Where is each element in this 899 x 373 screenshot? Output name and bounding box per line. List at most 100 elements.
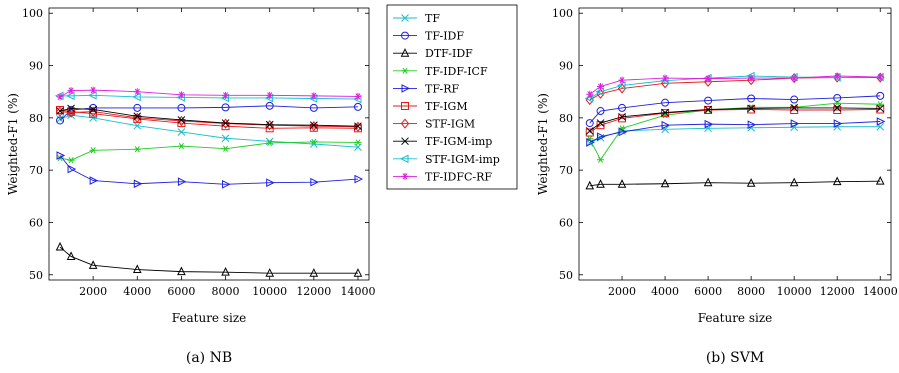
- data-point: [221, 119, 230, 127]
- data-point: [833, 72, 841, 80]
- series-tf-igm-imp: [56, 104, 362, 131]
- data-point: [177, 91, 185, 99]
- x-tick-label: 8000: [212, 285, 240, 298]
- data-point: [747, 94, 756, 103]
- data-point: [585, 94, 594, 106]
- data-point: [790, 95, 799, 104]
- panel-svm: 2000 4000 6000 8000 10000 12000 14000 50 60 70 80 9…: [536, 7, 898, 366]
- series-stf-igm: [55, 106, 363, 132]
- data-point: [222, 91, 230, 99]
- legend-label: DTF-IDF: [425, 47, 473, 60]
- legend-label: TF-IGM-imp: [425, 135, 492, 148]
- data-point: [354, 174, 364, 184]
- data-point: [89, 113, 97, 122]
- data-point: [133, 88, 141, 96]
- data-point: [597, 82, 605, 90]
- data-point: [747, 105, 756, 114]
- data-point: [703, 76, 713, 87]
- data-point: [132, 264, 142, 274]
- data-point: [585, 127, 594, 135]
- data-point: [67, 87, 75, 95]
- y-tick-label: 70: [559, 164, 573, 177]
- data-point: [703, 177, 713, 187]
- data-point: [222, 145, 230, 152]
- legend-marker: [401, 84, 411, 93]
- data-point: [617, 179, 627, 188]
- legend-marker: [401, 14, 409, 22]
- data-point: [704, 105, 712, 114]
- data-point: [353, 121, 363, 132]
- data-point: [177, 177, 187, 186]
- data-point: [221, 267, 230, 276]
- y-tick-label: 80: [29, 112, 43, 125]
- data-point: [56, 115, 64, 123]
- series-tf: [585, 122, 885, 147]
- data-point: [177, 142, 185, 150]
- data-point: [704, 119, 714, 129]
- data-point: [585, 180, 595, 190]
- data-point: [833, 104, 842, 112]
- data-point: [55, 241, 65, 251]
- data-point: [221, 103, 230, 112]
- x-tick-label: 12000: [820, 285, 855, 298]
- legend-label: TF-IDF-ICF: [425, 65, 488, 78]
- data-point: [597, 156, 605, 163]
- series-tf-idf: [585, 91, 885, 128]
- x-axis-label: Feature size: [172, 311, 247, 325]
- data-point: [618, 76, 626, 84]
- data-point: [790, 119, 800, 128]
- series-tf-rf: [586, 117, 886, 147]
- data-point: [177, 128, 186, 136]
- x-tick-label: 10000: [252, 285, 287, 298]
- data-point: [790, 106, 799, 114]
- series-line: [589, 95, 881, 124]
- data-point: [597, 132, 606, 141]
- series-line: [589, 180, 881, 187]
- data-point: [354, 122, 362, 131]
- legend-marker: [401, 31, 409, 40]
- data-point: [833, 93, 842, 102]
- data-point: [266, 178, 275, 188]
- data-point: [876, 104, 885, 113]
- data-point: [354, 139, 362, 146]
- y-tick-label: 100: [22, 7, 43, 20]
- legend-marker: [401, 67, 409, 74]
- y-tick-label: 70: [29, 164, 43, 177]
- legend-item-tf-idfc-rf: TF-IDFC-RF: [393, 170, 492, 183]
- data-point: [265, 268, 274, 277]
- data-point: [586, 90, 594, 98]
- series-tf-igm-imp: [585, 104, 885, 135]
- data-point: [618, 112, 626, 121]
- legend-item-dtf-idf: DTF-IDF: [393, 47, 473, 60]
- series-tf-idf-icf: [56, 138, 362, 164]
- data-point: [309, 121, 318, 130]
- data-point: [876, 117, 886, 126]
- legend-label: TF-IDF: [425, 30, 464, 43]
- data-point: [67, 157, 75, 164]
- legend-label: STF-IGM-imp: [425, 153, 500, 166]
- plot-frame: [578, 7, 892, 281]
- legend-marker: [401, 172, 409, 180]
- y-tick-label: 60: [559, 216, 573, 229]
- x-tick-label: 14000: [863, 285, 898, 298]
- data-point: [832, 176, 842, 186]
- legend-item-tf-idf: TF-IDF: [393, 30, 464, 43]
- x-tick-label: 2000: [79, 285, 107, 298]
- data-point: [747, 104, 755, 113]
- legend-label: STF-IGM: [425, 118, 475, 131]
- data-point: [67, 104, 75, 113]
- data-point: [790, 74, 798, 82]
- data-point: [310, 92, 318, 100]
- data-point: [876, 105, 885, 114]
- data-point: [618, 114, 627, 123]
- y-axis-label: Weighted-F1 (%): [6, 93, 20, 195]
- legend-label: TF-IDFC-RF: [425, 170, 492, 183]
- legend-item-tf-igm: TF-IGM: [393, 100, 468, 113]
- data-point: [310, 177, 319, 187]
- legend-label: TF: [425, 12, 440, 25]
- x-tick-label: 14000: [340, 285, 375, 298]
- data-point: [265, 120, 274, 129]
- y-tick-label: 50: [29, 269, 43, 282]
- data-point: [789, 177, 799, 187]
- data-point: [353, 102, 362, 111]
